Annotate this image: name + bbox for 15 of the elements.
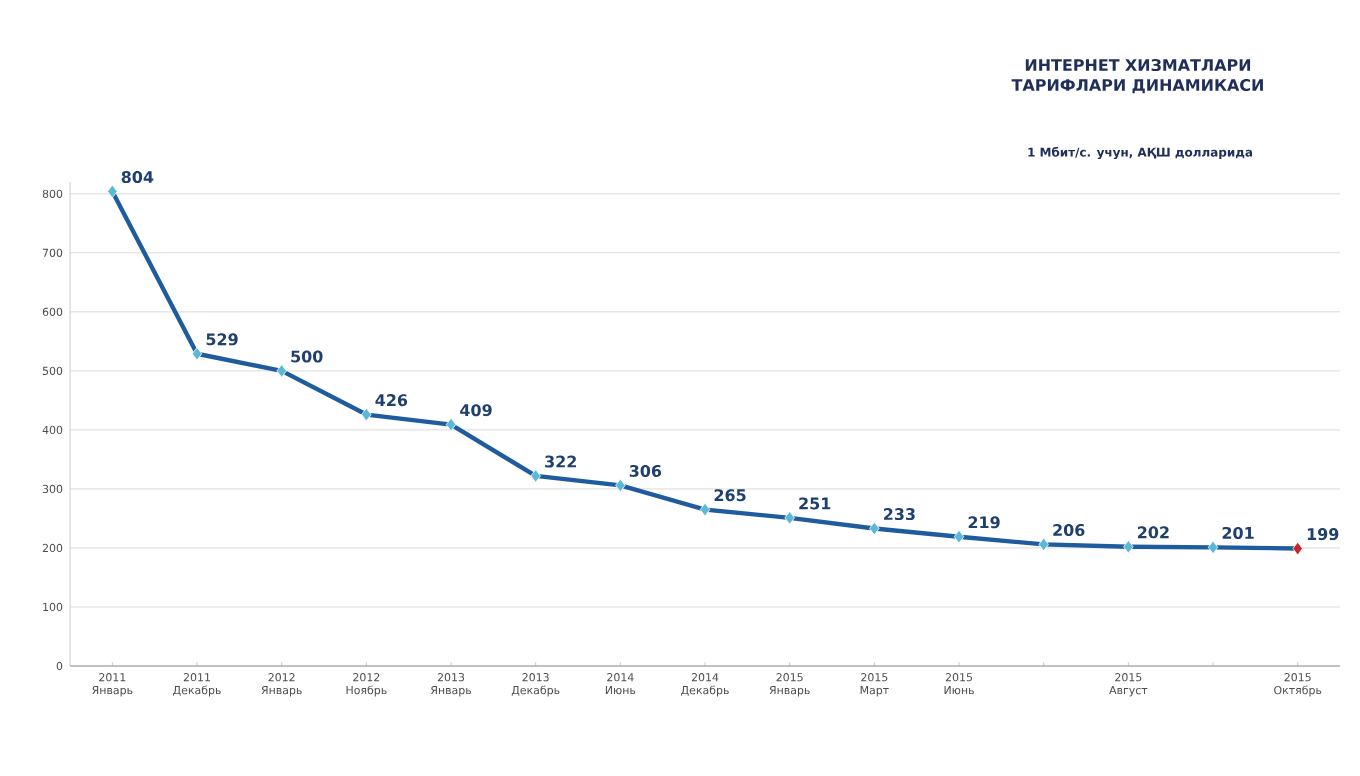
point [699,502,711,517]
point [953,529,965,544]
point [615,478,626,493]
point [276,364,287,378]
point [107,184,118,199]
point [191,346,203,361]
point [1207,540,1219,555]
point [1038,537,1049,552]
point [1123,540,1134,554]
point [784,511,795,525]
point [530,469,541,483]
point [869,521,880,536]
point [1292,541,1303,556]
point [445,417,457,432]
point [361,407,372,422]
